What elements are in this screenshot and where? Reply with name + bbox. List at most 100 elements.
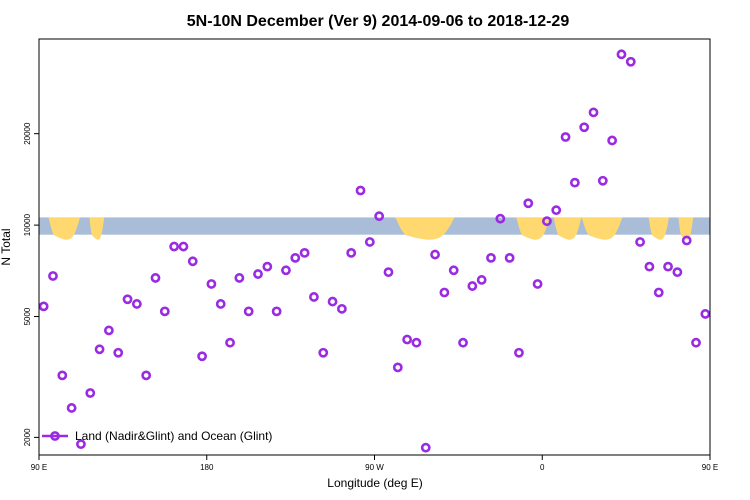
data-point [486, 252, 496, 263]
data-point [299, 247, 310, 258]
data-point [281, 265, 291, 276]
data-point [420, 442, 431, 453]
data-point [113, 347, 124, 358]
data-point [318, 347, 329, 358]
data-point [439, 287, 450, 298]
data-point [588, 107, 599, 118]
land-region [648, 217, 669, 240]
x-tick-label: 90 E [702, 463, 718, 472]
data-point [271, 306, 282, 317]
data-point [85, 388, 96, 398]
data-point [48, 271, 58, 281]
land-region [581, 217, 623, 240]
data-point [569, 177, 580, 188]
data-point [430, 249, 440, 260]
y-axis: 2000 5000 10000 20000 [23, 122, 39, 446]
data-point [681, 235, 692, 246]
data-point [523, 198, 534, 209]
data-point [187, 256, 198, 267]
data-point [336, 303, 347, 314]
data-point [392, 362, 403, 373]
y-tick-label: 10000 [23, 213, 32, 236]
data-point [653, 287, 664, 298]
data-point [495, 213, 506, 224]
legend: Land (Nadir&Glint) and Ocean (Glint) [42, 429, 272, 443]
data-point [225, 337, 235, 348]
data-point [197, 351, 207, 362]
plot-frame [38, 38, 711, 456]
data-point [122, 294, 133, 305]
land-region [553, 217, 582, 240]
data-point [141, 370, 152, 381]
data-point [458, 337, 468, 348]
data-point [76, 439, 86, 450]
plot-inner [39, 49, 710, 453]
data-point [159, 306, 170, 317]
data-point [625, 56, 636, 67]
data-point [103, 325, 114, 336]
data-point [560, 132, 571, 142]
data-point [616, 49, 627, 60]
data-point [150, 273, 161, 283]
data-point [57, 370, 68, 381]
chart-title: 5N-10N December (Ver 9) 2014-09-06 to 20… [187, 13, 570, 30]
data-point [700, 309, 710, 319]
data-point [663, 261, 673, 272]
land-region [678, 217, 694, 240]
data-point [644, 261, 655, 272]
data-point [39, 301, 49, 312]
y-tick-label: 5000 [23, 307, 32, 325]
data-point [243, 306, 254, 317]
data-point [215, 299, 226, 309]
x-tick-label: 0 [540, 463, 545, 472]
data-point [672, 267, 683, 278]
data-point [169, 241, 180, 252]
x-tick-label: 90 W [365, 463, 384, 472]
data-point [691, 337, 701, 348]
data-point [346, 247, 357, 258]
data-point [635, 237, 646, 247]
x-axis: 90 E 180 90 W 0 90 E [31, 455, 718, 472]
data-point [504, 252, 515, 263]
data-point [364, 237, 375, 247]
data-point [206, 279, 217, 289]
data-point [551, 205, 562, 216]
land-region [516, 217, 550, 240]
data-point [476, 275, 487, 285]
x-tick-label: 180 [200, 463, 214, 472]
data-point [290, 252, 301, 263]
land-region [395, 217, 455, 240]
data-point [327, 296, 338, 307]
legend-entry-label: Land (Nadir&Glint) and Ocean (Glint) [75, 429, 272, 443]
data-point [448, 265, 459, 276]
x-tick-label: 90 E [31, 463, 47, 472]
y-tick-label: 2000 [23, 428, 32, 446]
data-point [234, 273, 245, 283]
data-point [514, 347, 524, 358]
data-point [383, 267, 394, 278]
data-point [607, 135, 618, 146]
data-point [579, 122, 590, 133]
data-point [66, 403, 77, 413]
legend-point-swatch [50, 431, 60, 441]
data-point [262, 261, 273, 272]
y-tick-label: 20000 [23, 122, 32, 145]
land-region [48, 217, 81, 240]
data-point [309, 292, 319, 302]
data-point [402, 334, 413, 345]
data-point [355, 185, 366, 196]
data-point [253, 269, 263, 279]
data-point [532, 279, 543, 289]
data-point [411, 337, 422, 348]
data-point [178, 241, 189, 252]
y-axis-label: N Total [0, 228, 13, 265]
data-point [467, 281, 478, 291]
data-point [131, 299, 142, 309]
data-point [374, 211, 385, 222]
data-point [94, 344, 105, 355]
land-region [89, 217, 105, 240]
plot-area [39, 49, 710, 453]
data-point [597, 175, 608, 186]
data-point [542, 216, 552, 227]
